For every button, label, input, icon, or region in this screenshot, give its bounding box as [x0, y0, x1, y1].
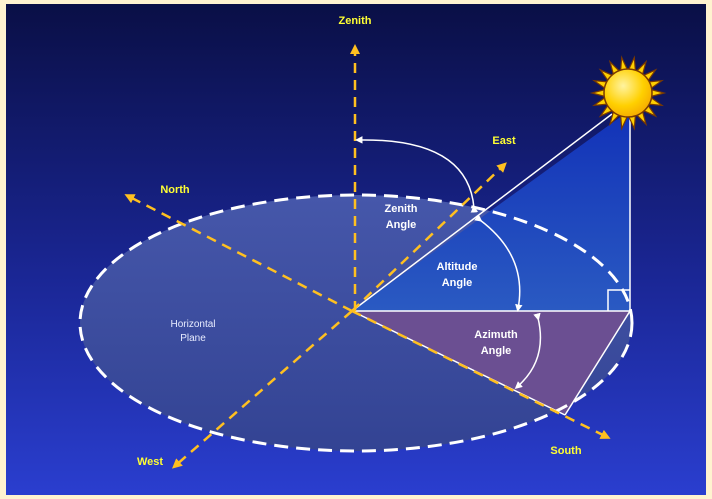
- zenith-angle-label-line1: Zenith: [385, 203, 418, 215]
- east-label: East: [492, 135, 516, 147]
- azimuth-edge-line: [564, 310, 631, 416]
- west-axis: [171, 310, 353, 469]
- azimuth-angle-label-line1: Azimuth: [474, 329, 518, 341]
- zenith-angle-label-line2: Angle: [386, 219, 417, 231]
- horizontal-plane-label-line1: Horizontal: [170, 319, 215, 330]
- south-label: South: [550, 445, 581, 457]
- altitude-angle-label-line2: Angle: [442, 277, 473, 289]
- sun-ray-line: [351, 113, 613, 312]
- west-label: West: [137, 456, 163, 468]
- north-label: North: [160, 184, 190, 196]
- zenith-label: Zenith: [339, 15, 372, 27]
- horizontal-plane-label-line2: Plane: [180, 333, 206, 344]
- north-axis: [124, 194, 353, 313]
- zenith-angle-arc: [355, 136, 479, 213]
- altitude-angle-label-line1: Altitude: [437, 261, 478, 273]
- altitude-triangle: [352, 110, 630, 311]
- altitude-angle-arc: [474, 214, 523, 312]
- azimuth-region: [352, 311, 630, 415]
- south-axis: [351, 309, 611, 439]
- sun-icon: [589, 55, 667, 131]
- azimuth-angle-arc: [514, 312, 542, 389]
- east-axis: [351, 162, 507, 312]
- azimuth-angle-label-line2: Angle: [481, 345, 512, 357]
- horizontal-plane-outline: [78, 193, 634, 453]
